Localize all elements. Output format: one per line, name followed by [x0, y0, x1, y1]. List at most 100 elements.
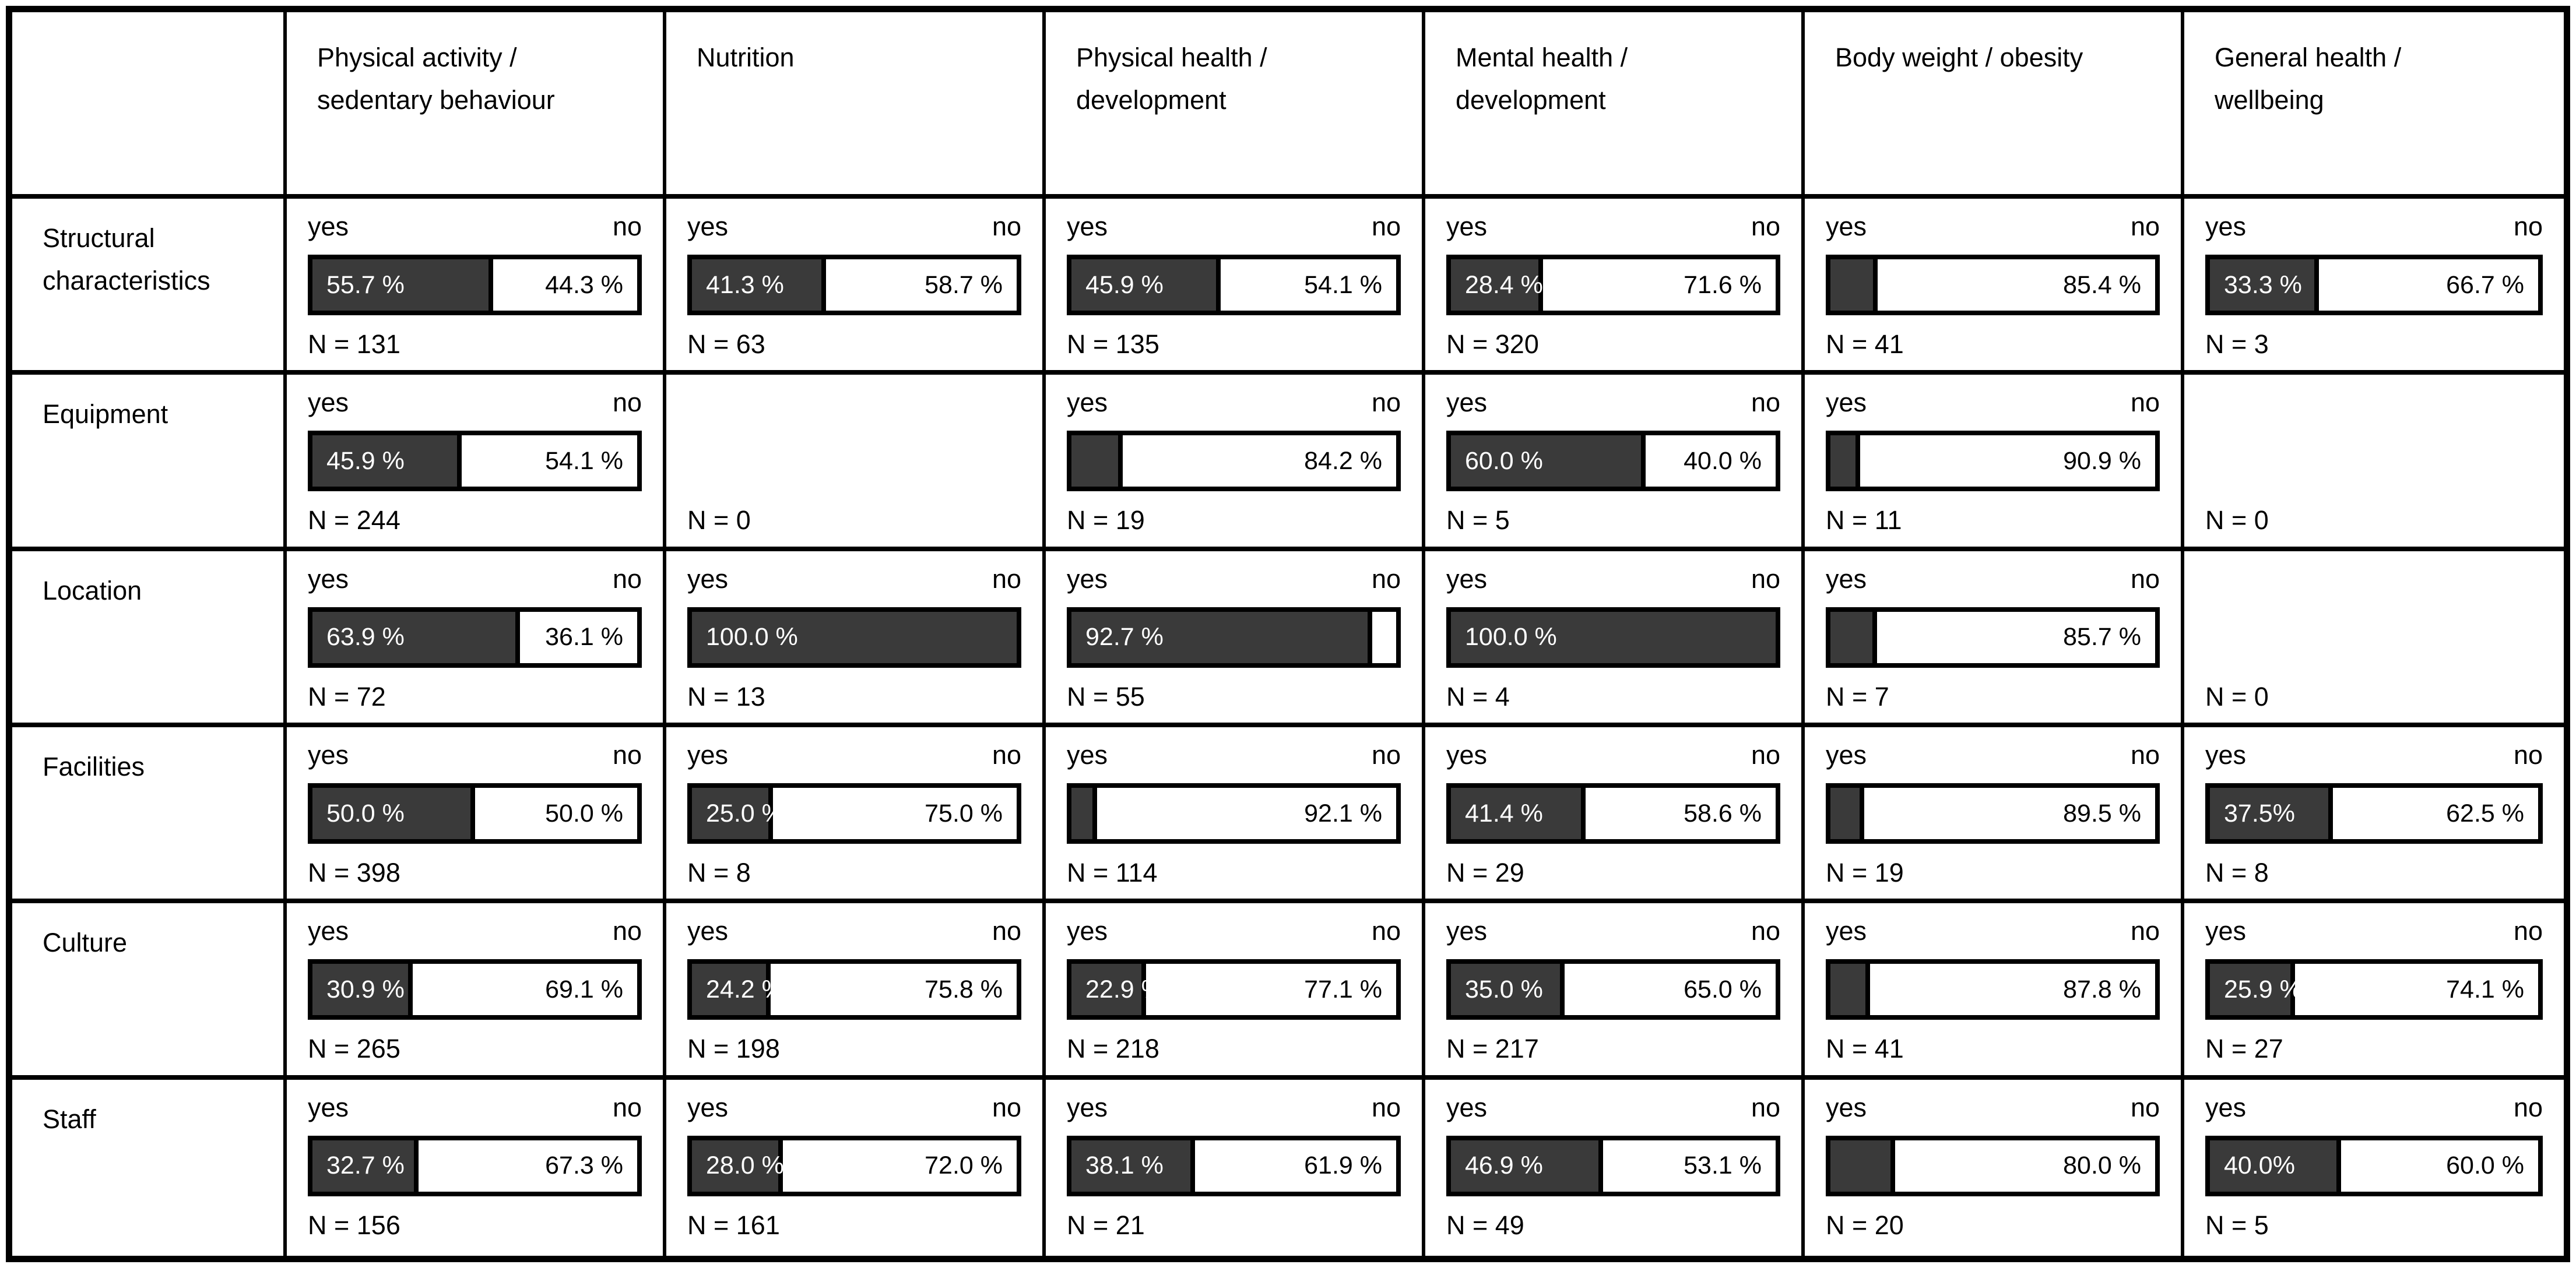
bar-axis-labels: yes no — [1446, 1093, 1780, 1123]
stacked-bar: 28.0 % 72.0 % — [687, 1135, 1021, 1196]
no-axis-label: no — [1751, 740, 1780, 770]
sample-size-label: N = 218 — [1067, 1034, 1159, 1064]
bar-axis-labels: yes no — [2205, 740, 2543, 770]
yes-axis-label: yes — [308, 212, 349, 241]
stacked-bar: 85.7 % — [1826, 607, 2160, 668]
bar-axis-labels: yes no — [1826, 1093, 2160, 1123]
data-cell: yes no 40.0% 60.0 % N = 5 — [2184, 1080, 2564, 1256]
yes-value-label: 63.9 % — [326, 623, 405, 651]
no-axis-label: no — [1371, 1092, 1401, 1122]
yes-axis-label: yes — [2205, 1092, 2247, 1122]
sample-size-label: N = 4 — [1446, 681, 1510, 712]
yes-value-label: 28.4 % — [1465, 270, 1543, 299]
no-value-label: 84.2 % — [1304, 446, 1382, 475]
column-header: Mental health / development — [1425, 12, 1805, 199]
yes-segment — [1071, 788, 1097, 839]
yes-segment: 46.9 % — [1451, 1140, 1604, 1192]
no-axis-label: no — [2130, 740, 2160, 770]
yes-axis-label: yes — [687, 212, 729, 241]
sample-size-label: N = 21 — [1067, 1210, 1145, 1240]
bar-axis-labels: yes no — [687, 564, 1021, 594]
yes-axis-label: yes — [2205, 916, 2247, 946]
bar-axis-labels: yes no — [687, 212, 1021, 242]
no-axis-label: no — [1751, 916, 1780, 946]
yes-segment: 92.7 % — [1071, 611, 1373, 663]
bar-axis-labels: yes no — [308, 212, 642, 242]
no-value-label: 74.1 % — [2446, 975, 2524, 1003]
yes-axis-label: yes — [1067, 388, 1108, 418]
stacked-bar: 90.9 % — [1826, 431, 2160, 492]
stacked-bar: 100.0 % — [687, 607, 1021, 668]
no-segment: 50.0 % — [475, 788, 637, 839]
stacked-bar: 46.9 % 53.1 % — [1446, 1135, 1780, 1196]
no-segment: 62.5 % — [2333, 788, 2538, 839]
sample-size-label: N = 0 — [2205, 505, 2269, 536]
yes-segment: 38.1 % — [1071, 1140, 1196, 1192]
no-axis-label: no — [992, 563, 1021, 594]
sample-size-label: N = 156 — [308, 1210, 400, 1240]
yes-axis-label: yes — [1067, 916, 1108, 946]
data-cell: yes no 41.4 % 58.6 % N = 29 — [1425, 727, 1805, 904]
stacked-bar: 92.1 % — [1067, 783, 1401, 844]
bar-axis-labels: yes no — [1826, 388, 2160, 418]
data-cell: yes no 92.7 % N = 55 — [1046, 551, 1425, 727]
no-segment: 67.3 % — [419, 1140, 637, 1192]
stacked-bar: 24.2 % 75.8 % — [687, 959, 1021, 1020]
no-value-label: 71.6 % — [1684, 270, 1762, 299]
no-value-label: 36.1 % — [545, 623, 623, 651]
yes-axis-label: yes — [308, 740, 349, 770]
no-axis-label: no — [1371, 740, 1401, 770]
no-axis-label: no — [612, 212, 642, 241]
sample-size-label: N = 49 — [1446, 1210, 1524, 1240]
no-segment: 66.7 % — [2319, 259, 2538, 311]
no-value-label: 87.8 % — [2063, 975, 2141, 1003]
no-axis-label: no — [2130, 916, 2160, 946]
yes-segment — [1830, 611, 1877, 663]
stacked-bar: 55.7 % 44.3 % — [308, 255, 642, 315]
data-cell: yes no 92.1 % N = 114 — [1046, 727, 1425, 904]
bar-axis-labels: yes no — [1826, 212, 2160, 242]
bar-axis-labels: yes no — [1446, 740, 1780, 770]
no-segment: 87.8 % — [1869, 964, 2155, 1016]
no-value-label: 54.1 % — [545, 446, 623, 475]
no-axis-label: no — [2513, 1092, 2543, 1122]
data-cell: yes no 45.9 % 54.1 % N = 135 — [1046, 199, 1425, 375]
no-value-label: 77.1 % — [1304, 975, 1382, 1003]
no-segment: 74.1 % — [2294, 964, 2538, 1016]
no-segment: 85.4 % — [1878, 259, 2155, 311]
no-axis-label: no — [1371, 563, 1401, 594]
no-axis-label: no — [2513, 212, 2543, 241]
stacked-bar: 80.0 % — [1826, 1135, 2160, 1196]
stacked-bar: 92.7 % — [1067, 607, 1401, 668]
yes-segment: 37.5% — [2210, 788, 2333, 839]
no-value-label: 66.7 % — [2446, 270, 2524, 299]
yes-segment: 50.0 % — [312, 788, 475, 839]
no-value-label: 85.7 % — [2063, 623, 2141, 651]
bar-axis-labels: yes no — [2205, 1093, 2543, 1123]
bar-axis-labels: yes no — [308, 1093, 642, 1123]
data-cell: yes no 32.7 % 67.3 % N = 156 — [287, 1079, 666, 1256]
bar-axis-labels: yes no — [1067, 916, 1401, 946]
sample-size-label: N = 19 — [1826, 858, 1904, 887]
no-segment: 54.1 % — [461, 435, 637, 487]
stacked-bar: 37.5% 62.5 % — [2205, 783, 2543, 844]
no-axis-label: no — [612, 916, 642, 946]
sample-size-label: N = 8 — [687, 858, 751, 887]
no-value-label: 75.8 % — [925, 975, 1003, 1003]
no-value-label: 67.3 % — [545, 1151, 623, 1180]
yes-value-label: 100.0 % — [1465, 623, 1557, 651]
yes-segment: 40.0% — [2210, 1140, 2342, 1192]
no-segment: 71.6 % — [1543, 259, 1776, 311]
yes-axis-label: yes — [1067, 740, 1108, 770]
yes-axis-label: yes — [1446, 212, 1488, 241]
sample-size-label: N = 265 — [308, 1034, 400, 1064]
yes-axis-label: yes — [1826, 1092, 1867, 1122]
sample-size-label: N = 0 — [687, 505, 751, 536]
yes-value-label: 25.0 % — [706, 799, 784, 827]
yes-value-label: 60.0 % — [1465, 446, 1543, 475]
yes-axis-label: yes — [1826, 388, 1867, 418]
stacked-bar: 100.0 % — [1446, 607, 1780, 668]
yes-segment — [1830, 964, 1870, 1016]
sample-size-label: N = 114 — [1067, 858, 1158, 887]
no-axis-label: no — [1751, 1092, 1780, 1122]
